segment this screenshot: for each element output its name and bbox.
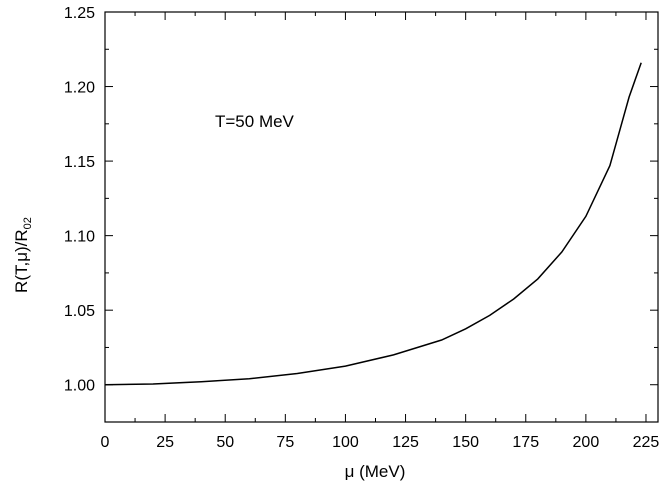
x-tick-label: 75 bbox=[276, 434, 294, 451]
x-tick-label: 150 bbox=[452, 434, 479, 451]
x-tick-label: 50 bbox=[216, 434, 234, 451]
x-tick-label: 0 bbox=[101, 434, 110, 451]
x-tick-label: 100 bbox=[332, 434, 359, 451]
y-tick-label: 1.05 bbox=[64, 303, 95, 320]
y-tick-label: 1.00 bbox=[64, 378, 95, 395]
y-tick-label: 1.10 bbox=[64, 229, 95, 246]
x-tick-label: 175 bbox=[512, 434, 539, 451]
ticks-layer: 0 25 50 75 100 125 150 175 200 225 1.00 1.05 1.10 1.1… bbox=[64, 5, 660, 451]
series-line bbox=[104, 62, 642, 386]
y-axis-label-main: R(T,μ)/R bbox=[12, 229, 31, 293]
plot-frame bbox=[104, 11, 659, 423]
y-tick-label: 1.20 bbox=[64, 80, 95, 97]
x-axis-label: μ (MeV) bbox=[345, 462, 406, 481]
x-tick-label: 200 bbox=[573, 434, 600, 451]
x-tick-label: 25 bbox=[156, 434, 174, 451]
series-layer bbox=[104, 62, 642, 386]
annotation-temperature: T=50 MeV bbox=[215, 112, 295, 131]
x-tick-label: 125 bbox=[392, 434, 419, 451]
y-axis-label-subscript: 02 bbox=[22, 217, 34, 229]
x-tick-label: 225 bbox=[633, 434, 660, 451]
y-tick-label: 1.25 bbox=[64, 5, 95, 22]
y-tick-label: 1.15 bbox=[64, 154, 95, 171]
y-axis-label: R(T,μ)/R02 bbox=[12, 217, 34, 293]
